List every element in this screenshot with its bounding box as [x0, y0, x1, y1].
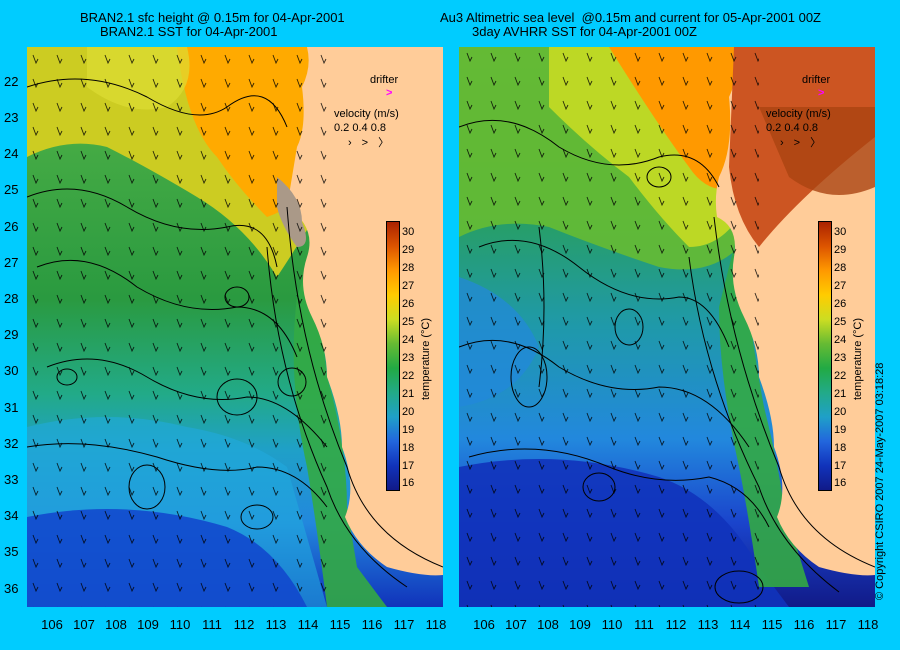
- cb-tick: 26: [402, 298, 415, 310]
- lon-label: 114: [297, 617, 319, 632]
- right-colorbar: [818, 221, 832, 491]
- lon-label: 117: [825, 617, 847, 632]
- left-velocity-arrows-legend: ›>〉: [348, 137, 400, 149]
- lon-label: 113: [265, 617, 287, 632]
- cb-tick: 16: [402, 477, 415, 489]
- lat-label: 31: [4, 400, 19, 415]
- lat-label: 23: [4, 110, 19, 125]
- lon-label: 118: [425, 617, 447, 632]
- left-colorbar-title: temperature (°C): [420, 317, 432, 400]
- lon-label: 118: [857, 617, 879, 632]
- cb-tick: 18: [402, 442, 415, 454]
- lon-label: 115: [761, 617, 783, 632]
- cb-tick: 28: [834, 262, 847, 274]
- cb-tick: 19: [834, 424, 847, 436]
- lat-label: 33: [4, 472, 19, 487]
- lon-label: 115: [329, 617, 351, 632]
- cb-tick: 26: [834, 298, 847, 310]
- cb-tick: 25: [834, 316, 847, 328]
- lat-label: 22: [4, 74, 19, 89]
- lon-label: 107: [73, 617, 95, 632]
- right-drifter-marker: >: [818, 87, 825, 99]
- cb-tick: 18: [834, 442, 847, 454]
- lon-label: 108: [537, 617, 559, 632]
- cb-tick: 21: [834, 388, 847, 400]
- right-velocity-arrows-legend: ›>〉: [780, 137, 832, 149]
- lat-label: 35: [4, 544, 19, 559]
- lat-label: 26: [4, 219, 19, 234]
- left-title-line2: BRAN2.1 SST for 04-Apr-2001: [100, 24, 278, 39]
- lon-label: 112: [233, 617, 255, 632]
- right-velocity-label: velocity (m/s): [766, 108, 831, 120]
- left-drifter-label: drifter: [370, 74, 399, 86]
- cb-tick: 27: [402, 280, 415, 292]
- right-map-panel: [459, 47, 875, 607]
- cb-tick: 29: [834, 244, 847, 256]
- lon-label: 113: [697, 617, 719, 632]
- cb-tick: 17: [402, 460, 415, 472]
- left-colorbar: [386, 221, 400, 491]
- cb-tick: 22: [402, 370, 415, 382]
- lon-label: 111: [202, 617, 222, 632]
- lon-label: 109: [569, 617, 591, 632]
- lon-label: 117: [393, 617, 415, 632]
- lon-label: 112: [665, 617, 687, 632]
- cb-tick: 20: [834, 406, 847, 418]
- cb-tick: 23: [402, 352, 415, 364]
- right-title-line1: Au3 Altimetric sea level @0.15m and curr…: [440, 10, 821, 25]
- right-velocity-scale: 0.2 0.4 0.8: [766, 122, 818, 134]
- lat-label: 28: [4, 291, 19, 306]
- cb-tick: 29: [402, 244, 415, 256]
- cb-tick: 17: [834, 460, 847, 472]
- copyright-text: © Copyright CSIRO 2007 24-May-2007 03:18…: [874, 362, 886, 600]
- lon-label: 109: [137, 617, 159, 632]
- cb-tick: 24: [834, 334, 847, 346]
- left-sst-map: [27, 47, 443, 607]
- lon-label: 107: [505, 617, 527, 632]
- lat-label: 36: [4, 581, 19, 596]
- lon-label: 108: [105, 617, 127, 632]
- lon-label: 106: [473, 617, 495, 632]
- left-velocity-label: velocity (m/s): [334, 108, 399, 120]
- right-colorbar-title: temperature (°C): [852, 317, 864, 400]
- left-velocity-scale: 0.2 0.4 0.8: [334, 122, 386, 134]
- lat-label: 24: [4, 146, 19, 161]
- cb-tick: 27: [834, 280, 847, 292]
- cb-tick: 30: [402, 226, 415, 238]
- cb-tick: 30: [834, 226, 847, 238]
- left-map-panel: [27, 47, 443, 607]
- lon-label: 110: [601, 617, 623, 632]
- cb-tick: 25: [402, 316, 415, 328]
- lon-label: 110: [169, 617, 191, 632]
- lat-label: 32: [4, 436, 19, 451]
- lon-label: 106: [41, 617, 63, 632]
- lon-label: 116: [793, 617, 815, 632]
- lat-label: 34: [4, 508, 19, 523]
- lat-label: 27: [4, 255, 19, 270]
- cb-tick: 20: [402, 406, 415, 418]
- left-title-line1: BRAN2.1 sfc height @ 0.15m for 04-Apr-20…: [80, 10, 345, 25]
- lon-label: 111: [634, 617, 654, 632]
- right-title-line2: 3day AVHRR SST for 04-Apr-2001 00Z: [472, 24, 697, 39]
- cb-tick: 24: [402, 334, 415, 346]
- lon-label: 114: [729, 617, 751, 632]
- left-drifter-marker: >: [386, 87, 393, 99]
- lat-label: 30: [4, 363, 19, 378]
- lat-label: 25: [4, 182, 19, 197]
- cb-tick: 16: [834, 477, 847, 489]
- cb-tick: 22: [834, 370, 847, 382]
- right-sst-map: [459, 47, 875, 607]
- cb-tick: 21: [402, 388, 415, 400]
- velocity-arrows: [27, 47, 327, 607]
- lat-label: 29: [4, 327, 19, 342]
- right-drifter-label: drifter: [802, 74, 831, 86]
- cb-tick: 28: [402, 262, 415, 274]
- lon-label: 116: [361, 617, 383, 632]
- velocity-arrows: [459, 47, 759, 607]
- cb-tick: 23: [834, 352, 847, 364]
- cb-tick: 19: [402, 424, 415, 436]
